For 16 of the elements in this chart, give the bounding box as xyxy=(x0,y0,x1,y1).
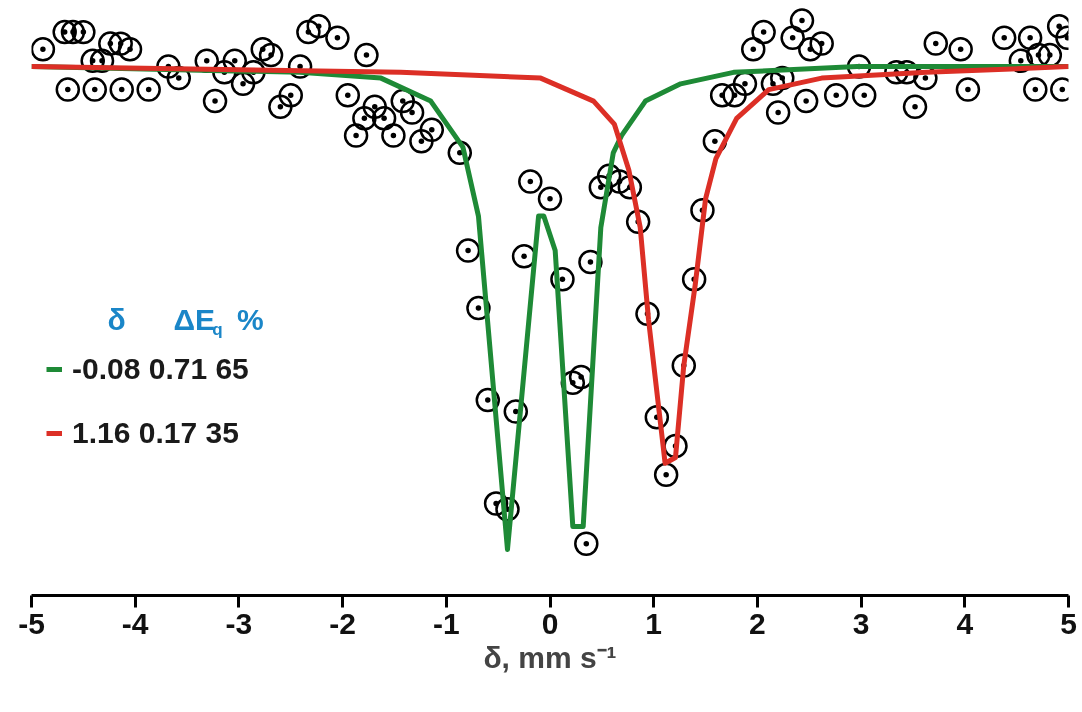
x-tick-label: 5 xyxy=(1060,606,1077,640)
x-axis-title: δ, mm s⁻¹ xyxy=(483,640,617,674)
x-tick-label: 2 xyxy=(749,606,766,640)
x-tick-label: 4 xyxy=(956,606,974,640)
x-tick-label: -1 xyxy=(432,606,460,640)
x-tick-label: -4 xyxy=(121,606,149,640)
x-tick-label: -5 xyxy=(18,606,45,640)
annotation: δ xyxy=(107,303,126,337)
x-tick-label: 1 xyxy=(645,606,663,640)
x-tick-label: -3 xyxy=(225,606,253,640)
legend-label: -0.08 0.71 65 xyxy=(72,352,249,386)
x-tick-label: 0 xyxy=(541,606,559,640)
annotation: % xyxy=(236,303,264,337)
legend-label: 1.16 0.17 35 xyxy=(72,416,239,450)
x-tick-label: 3 xyxy=(852,606,870,640)
x-tick-label: -2 xyxy=(329,606,356,640)
